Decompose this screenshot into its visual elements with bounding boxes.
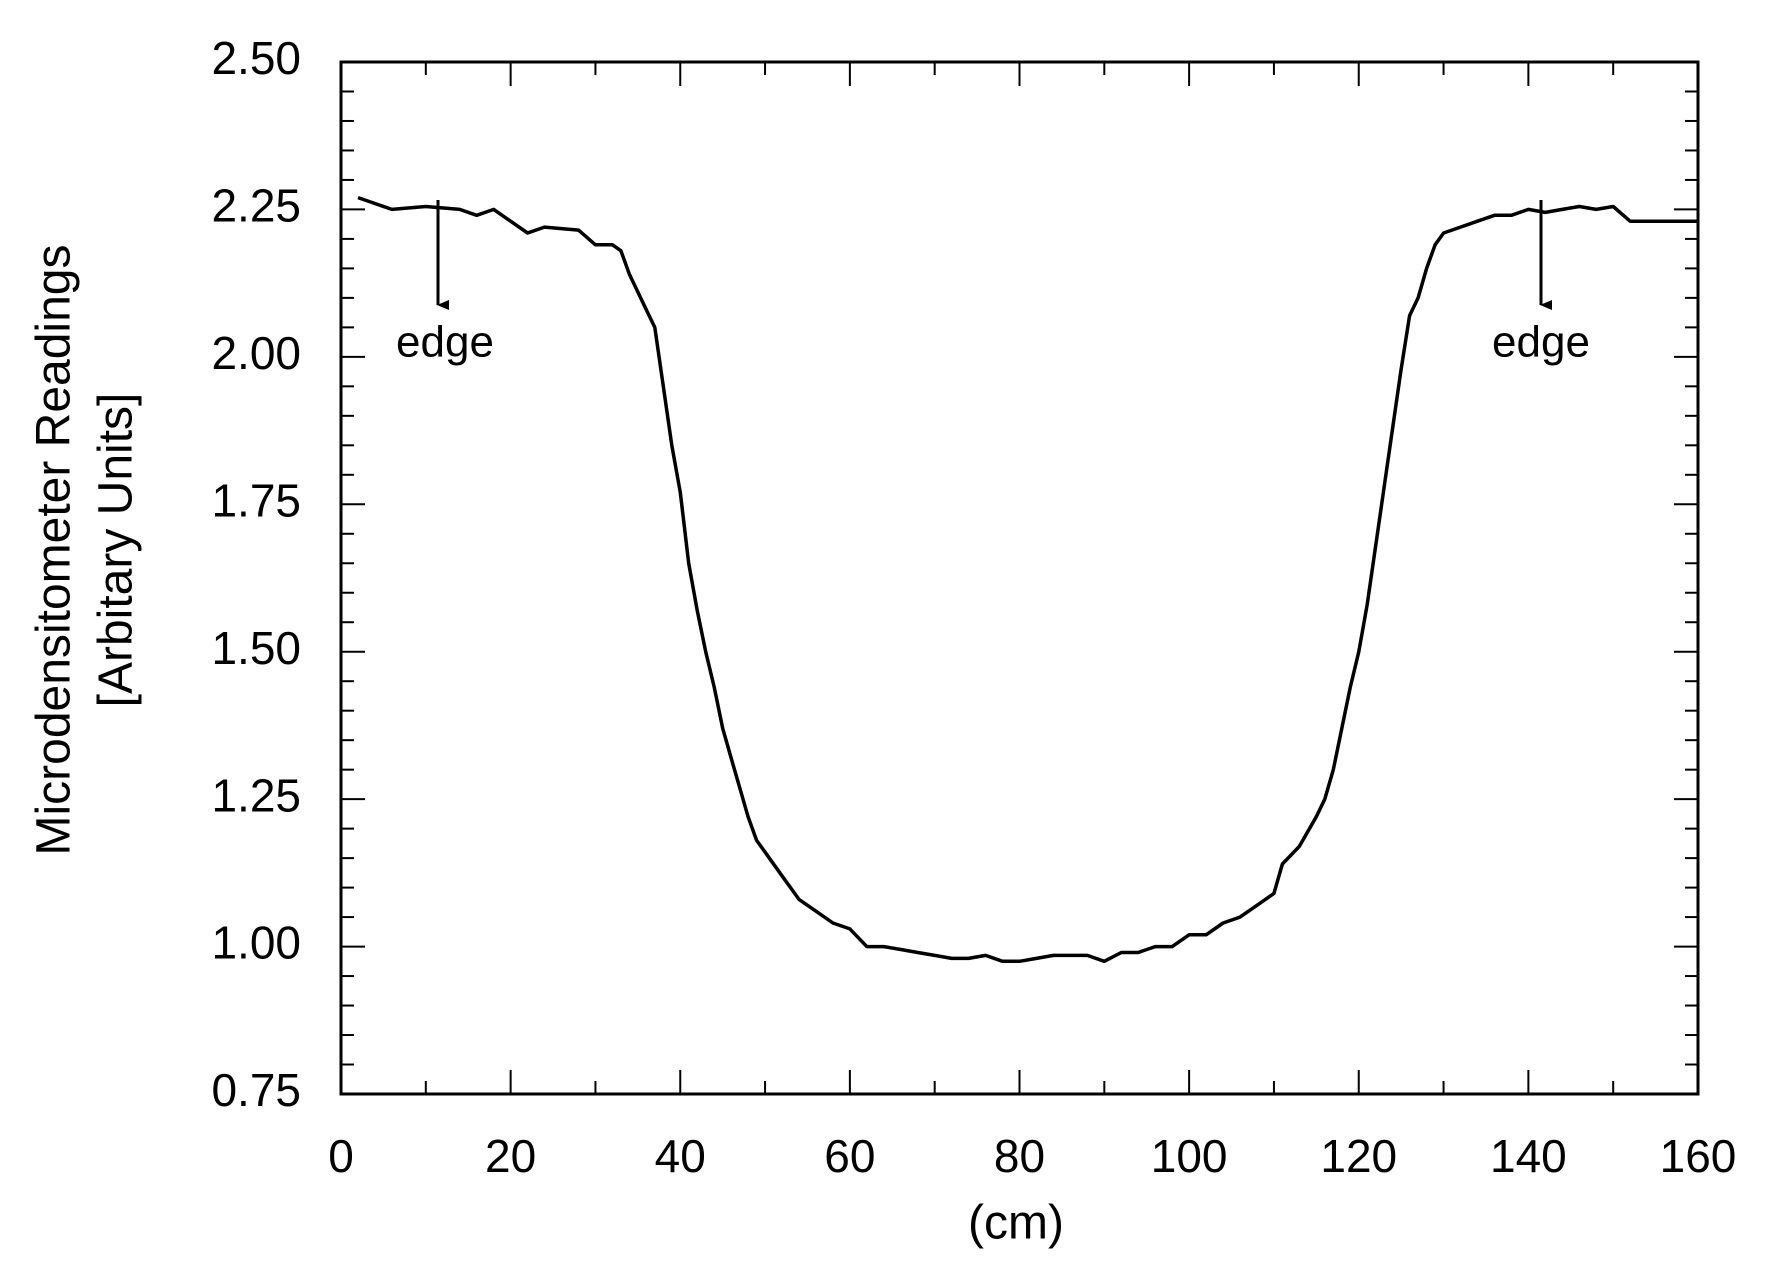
y-tick-label: 0.75	[211, 1064, 301, 1116]
y-tick-label: 1.25	[211, 769, 301, 821]
x-tick-label: 60	[824, 1130, 875, 1182]
y-axis-label: Microdensitometer Readings	[28, 245, 81, 856]
y-tick-label: 1.50	[211, 622, 301, 674]
y-tick-label: 2.25	[211, 180, 301, 232]
y-tick-label: 1.75	[211, 474, 301, 526]
y-tick-label: 1.00	[211, 917, 301, 969]
y-axis-label: [Arbitary Units]	[90, 393, 143, 708]
x-tick-label: 100	[1151, 1130, 1228, 1182]
x-tick-label: 80	[994, 1130, 1045, 1182]
x-tick-label: 140	[1490, 1130, 1567, 1182]
x-tick-label: 160	[1660, 1130, 1737, 1182]
x-tick-label: 0	[328, 1130, 354, 1182]
y-tick-label: 2.50	[211, 32, 301, 84]
annotation: edge	[1492, 318, 1590, 367]
x-tick-label: 20	[485, 1130, 536, 1182]
x-tick-label: 120	[1320, 1130, 1397, 1182]
data-line	[357, 195, 1698, 964]
x-axis-label: (cm)	[968, 1197, 1064, 1250]
x-tick-label: 40	[655, 1130, 706, 1182]
annotation: edge	[396, 318, 494, 367]
y-tick-label: 2.00	[211, 327, 301, 379]
